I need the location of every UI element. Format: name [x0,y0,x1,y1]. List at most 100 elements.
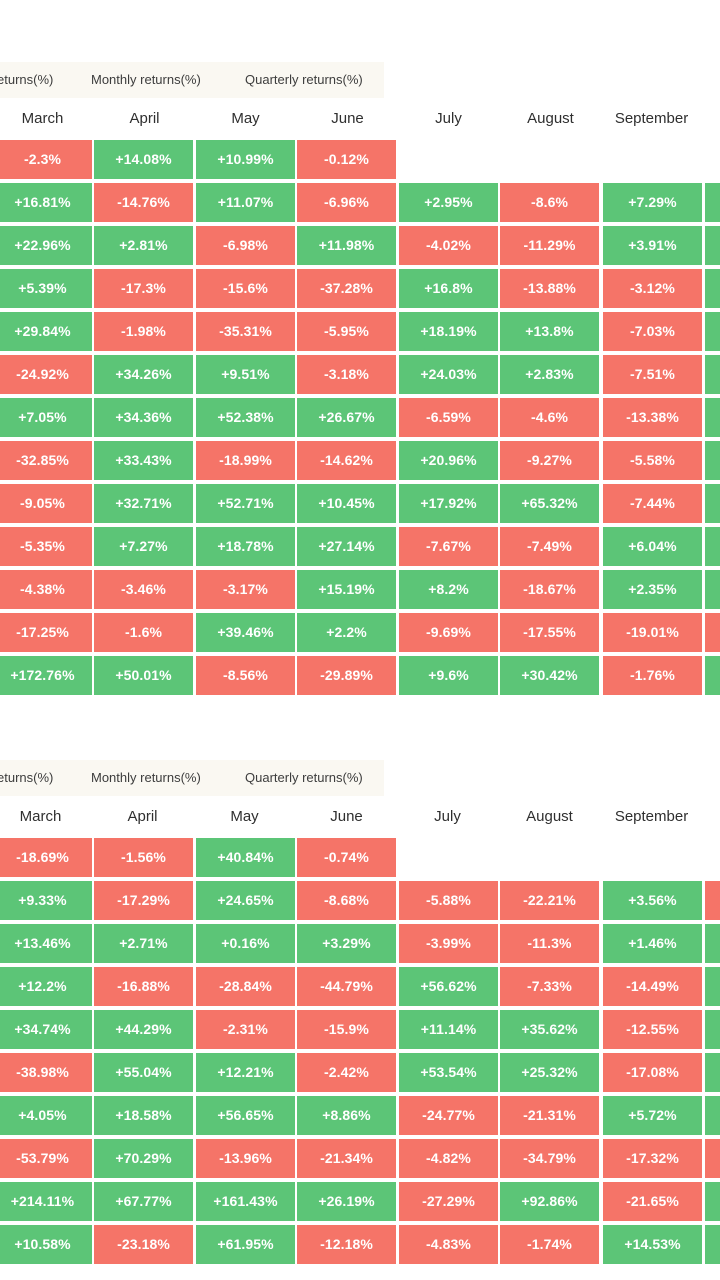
return-cell: -16.88% [94,967,193,1006]
return-cell: -9.05% [0,484,92,523]
return-cell: -29.89% [297,656,396,695]
return-cell: -17.25% [0,613,92,652]
return-cell: -53.79% [0,1139,92,1178]
return-cell-partial [705,967,720,1006]
return-cell: -27.29% [399,1182,498,1221]
return-cell: +44.29% [94,1010,193,1049]
return-cell: -4.82% [399,1139,498,1178]
return-cell: +172.76% [0,656,92,695]
tab-quarterly-returns[interactable]: Quarterly returns(%) [245,72,363,87]
return-cell-partial [705,570,720,609]
month-header-row: March April May June July August Septemb… [0,98,720,140]
return-cell: +1.46% [603,924,702,963]
tab-monthly-returns[interactable]: Monthly returns(%) [91,72,201,87]
return-cell: -1.98% [94,312,193,351]
return-cell: +161.43% [196,1182,295,1221]
return-cell: +53.54% [399,1053,498,1092]
return-cell: +50.01% [94,656,193,695]
month-header: August [526,808,573,825]
table-row: -24.92% +34.26% +9.51% -3.18% +24.03% +2.83% -… [0,355,720,396]
return-cell: -17.32% [603,1139,702,1178]
return-cell-partial [705,269,720,308]
return-cell: -7.49% [500,527,599,566]
table-row: +29.84% -1.98% -35.31% -5.95% +18.19% +13.8% -… [0,312,720,353]
return-cell: +56.65% [196,1096,295,1135]
tab-returns[interactable]: eturns(%) [0,770,54,785]
table-row: +214.11% +67.77% +161.43% +26.19% -27.29% +92… [0,1182,720,1223]
return-cell: -3.99% [399,924,498,963]
month-header: July [434,808,461,825]
return-cell: -3.17% [196,570,295,609]
return-cell-partial [705,527,720,566]
return-cell: -14.62% [297,441,396,480]
return-cell: -18.69% [0,838,92,877]
return-cell: +24.65% [196,881,295,920]
return-cell: -17.08% [603,1053,702,1092]
return-cell: -18.67% [500,570,599,609]
month-header: March [21,110,64,127]
table-row: -17.25% -1.6% +39.46% +2.2% -9.69% -17.55% -19… [0,613,720,654]
month-header: July [435,110,462,127]
return-cell: +2.71% [94,924,193,963]
return-cell: +10.99% [196,140,295,179]
return-cell-partial [705,1182,720,1221]
tab-monthly-returns[interactable]: Monthly returns(%) [91,770,201,785]
return-cell: -7.67% [399,527,498,566]
return-cell: +56.62% [399,967,498,1006]
return-cell-partial [705,1053,720,1092]
return-cell: +39.46% [196,613,295,652]
return-cell: -17.29% [94,881,193,920]
return-cell: -17.3% [94,269,193,308]
return-cell: +3.91% [603,226,702,265]
return-cell-partial [705,226,720,265]
return-cell: +15.19% [297,570,396,609]
return-cell: -3.18% [297,355,396,394]
return-cell: -8.56% [196,656,295,695]
return-cell: -4.38% [0,570,92,609]
return-cell: -44.79% [297,967,396,1006]
return-cell: -12.55% [603,1010,702,1049]
return-cell: -6.59% [399,398,498,437]
return-cell-partial [705,924,720,963]
tab-returns[interactable]: eturns(%) [0,72,54,87]
return-cell: -7.44% [603,484,702,523]
return-cell: +70.29% [94,1139,193,1178]
return-cell: +12.21% [196,1053,295,1092]
month-header: August [527,110,574,127]
return-cell: +30.42% [500,656,599,695]
return-cell: +5.39% [0,269,92,308]
return-cell: -24.92% [0,355,92,394]
returns-tab-bar: eturns(%) Monthly returns(%) Quarterly r… [0,760,384,796]
return-cell: +2.95% [399,183,498,222]
return-cell: -23.18% [94,1225,193,1264]
table-row: +5.39% -17.3% -15.6% -37.28% +16.8% -13.88% -3… [0,269,720,310]
return-cell-partial [705,1096,720,1135]
return-cell: +4.05% [0,1096,92,1135]
return-cell: -7.03% [603,312,702,351]
return-cell: +65.32% [500,484,599,523]
table-row: -18.69% -1.56% +40.84% -0.74% [0,838,720,879]
return-cell: -7.33% [500,967,599,1006]
return-cell: -14.76% [94,183,193,222]
return-cell: -1.74% [500,1225,599,1264]
table-row: -5.35% +7.27% +18.78% +27.14% -7.67% -7.49% +6… [0,527,720,568]
tab-quarterly-returns[interactable]: Quarterly returns(%) [245,770,363,785]
return-cell: -0.12% [297,140,396,179]
return-cell: -32.85% [0,441,92,480]
return-cell: -19.01% [603,613,702,652]
return-cell: +2.83% [500,355,599,394]
return-cell-partial [705,613,720,652]
return-cell: -12.18% [297,1225,396,1264]
return-cell: +52.38% [196,398,295,437]
return-cell: +13.46% [0,924,92,963]
return-cell: +12.2% [0,967,92,1006]
return-cell: +16.81% [0,183,92,222]
return-cell: -4.02% [399,226,498,265]
month-header: May [230,808,259,825]
return-cell: -3.46% [94,570,193,609]
return-cell: +2.81% [94,226,193,265]
return-cell: -37.28% [297,269,396,308]
month-header: September [614,110,689,127]
table-row: +12.2% -16.88% -28.84% -44.79% +56.62% -7.33%… [0,967,720,1008]
return-cell: -9.69% [399,613,498,652]
